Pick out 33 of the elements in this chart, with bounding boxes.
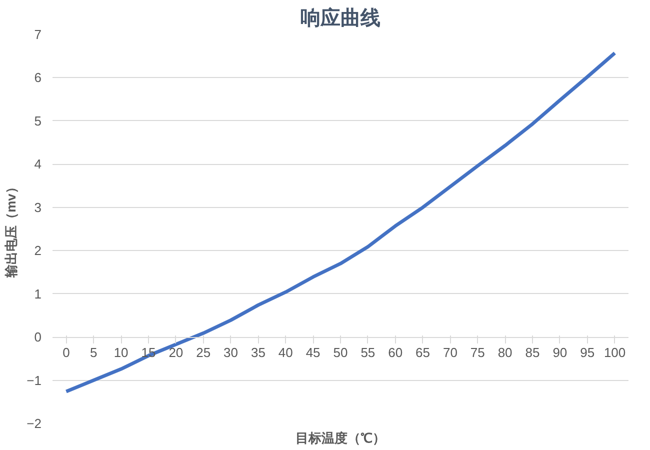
x-tick-label: 45 <box>306 345 320 360</box>
y-tick-label: 6 <box>34 70 42 86</box>
y-tick-label: 7 <box>34 27 42 42</box>
x-axis-title: 目标温度（℃） <box>296 430 386 446</box>
x-tick-label: 10 <box>114 345 128 360</box>
y-tick-label: 2 <box>34 243 42 258</box>
chart-title: 响应曲线 <box>300 6 380 30</box>
x-tick-label: 25 <box>196 345 211 360</box>
y-tick-label: 0 <box>34 330 42 345</box>
y-tick-label: 4 <box>34 156 42 172</box>
x-tick-label: 35 <box>250 345 266 360</box>
x-tick-label: 20 <box>168 345 184 360</box>
x-tick-label: 30 <box>224 345 238 360</box>
x-tick-label: 50 <box>333 345 348 360</box>
y-tick-label: 3 <box>34 200 42 215</box>
y-axis-title: 输出电压（mv） <box>4 180 19 278</box>
x-tick-label: 95 <box>580 345 595 360</box>
x-tick-label: 0 <box>62 345 70 360</box>
x-tick-label: 65 <box>416 345 430 360</box>
x-tick-label: 60 <box>388 345 403 360</box>
x-tick-label: 100 <box>604 345 626 360</box>
x-tick-label: 40 <box>278 345 293 360</box>
x-tick-label: 5 <box>90 345 98 360</box>
x-tick-label: 85 <box>525 345 540 360</box>
x-tick-label: 80 <box>498 345 512 360</box>
x-tick-label: 55 <box>360 345 376 360</box>
x-tick-label: 90 <box>552 345 568 360</box>
x-tick-label: 75 <box>470 345 485 360</box>
x-tick-label: 70 <box>442 345 458 360</box>
y-tick-label: 5 <box>34 113 42 128</box>
y-tick-label: 1 <box>34 286 42 302</box>
y-tick-label: −1 <box>26 372 42 388</box>
y-tick-label: −2 <box>26 416 42 431</box>
